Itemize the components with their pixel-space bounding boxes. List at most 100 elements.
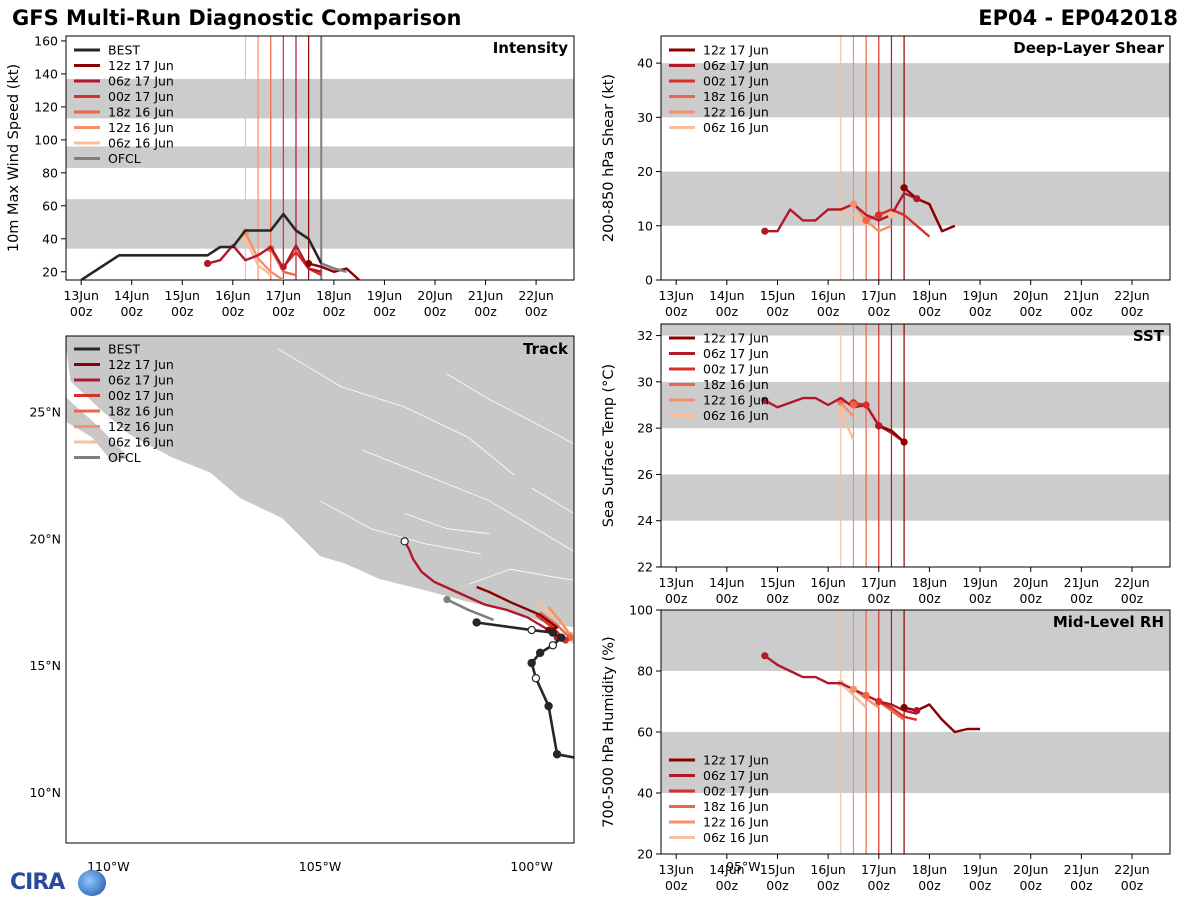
x-tick-label: 00z bbox=[1070, 304, 1093, 319]
legend-label: 12z 17 Jun bbox=[108, 357, 174, 372]
series-point bbox=[862, 691, 870, 700]
x-tick-label: 16Jun bbox=[810, 288, 845, 303]
y-tick-label: 100 bbox=[629, 603, 653, 618]
x-tick-label: 16Jun bbox=[215, 288, 250, 303]
y-tick-label: 20 bbox=[637, 164, 653, 179]
y-tick-label: 0 bbox=[645, 273, 653, 288]
best-track-point bbox=[548, 641, 558, 650]
series-line bbox=[852, 203, 892, 233]
y-tick-label: 60 bbox=[637, 725, 653, 740]
y-tick-label: 30 bbox=[637, 374, 653, 389]
x-tick-label: 00z bbox=[817, 591, 840, 606]
x-tick-label: 17Jun bbox=[861, 288, 896, 303]
x-tick-label: 21Jun bbox=[1064, 575, 1099, 590]
x-tick-label: 00z bbox=[1121, 304, 1144, 319]
x-tick-label: 18Jun bbox=[316, 288, 351, 303]
x-tick-label: 13Jun bbox=[658, 288, 693, 303]
y-tick-label: 24 bbox=[637, 513, 653, 528]
x-tick-label: 15Jun bbox=[760, 575, 795, 590]
x-tick-label: 00z bbox=[1070, 591, 1093, 606]
lon-tick-label: 95°W bbox=[726, 859, 761, 874]
x-tick-label: 20Jun bbox=[417, 288, 452, 303]
x-tick-label: 00z bbox=[766, 304, 789, 319]
x-tick-label: 00z bbox=[665, 591, 688, 606]
storm-id-label: EP04 - EP042018 bbox=[978, 6, 1178, 30]
legend-label: 00z 17 Jun bbox=[703, 74, 769, 89]
y-axis-label: 200-850 hPa Shear (kt) bbox=[601, 74, 617, 242]
shade-band bbox=[661, 474, 1170, 521]
x-tick-label: 15Jun bbox=[760, 862, 795, 877]
legend-label: 12z 16 Jun bbox=[703, 105, 769, 120]
x-tick-label: 19Jun bbox=[962, 575, 997, 590]
x-tick-label: 20Jun bbox=[1013, 862, 1048, 877]
sst-panel: 22242628303213Jun00z14Jun00z15Jun00z16Ju… bbox=[601, 323, 1171, 606]
series-point bbox=[761, 227, 769, 235]
lat-tick-label: 10°N bbox=[29, 785, 61, 800]
series-point bbox=[837, 408, 845, 416]
x-tick-label: 14Jun bbox=[709, 575, 744, 590]
series-group bbox=[761, 652, 981, 734]
land-mass bbox=[66, 336, 574, 629]
y-tick-label: 40 bbox=[42, 231, 58, 246]
run-track-line bbox=[539, 611, 571, 639]
x-tick-label: 22Jun bbox=[1114, 862, 1149, 877]
x-tick-label: 13Jun bbox=[658, 575, 693, 590]
x-tick-label: 13Jun bbox=[658, 862, 693, 877]
x-tick-label: 17Jun bbox=[861, 575, 896, 590]
shade-band bbox=[661, 381, 1170, 429]
best-track-point bbox=[552, 750, 562, 759]
legend-label: OFCL bbox=[108, 450, 141, 465]
x-tick-label: 00z bbox=[1019, 591, 1042, 606]
x-tick-label: 00z bbox=[1070, 878, 1093, 893]
map-group bbox=[66, 336, 574, 759]
series-point bbox=[875, 211, 883, 219]
x-tick-label: 13Jun bbox=[63, 288, 98, 303]
page-title: GFS Multi-Run Diagnostic Comparison bbox=[12, 6, 462, 30]
cira-logo: CIRA bbox=[6, 868, 106, 898]
x-tick-label: 19Jun bbox=[962, 862, 997, 877]
legend-label: OFCL bbox=[108, 151, 141, 166]
legend-label: 06z 16 Jun bbox=[108, 435, 174, 450]
x-tick-label: 00z bbox=[766, 591, 789, 606]
x-tick-label: 18Jun bbox=[912, 575, 947, 590]
y-tick-label: 40 bbox=[637, 56, 653, 71]
series-point bbox=[849, 685, 858, 693]
axes-frame bbox=[660, 35, 1171, 281]
x-tick-label: 00z bbox=[323, 304, 346, 319]
lon-tick-label: 100°W bbox=[510, 859, 552, 874]
track-panel: 110°W 105°W 100°W 95°W10°N15°N20°N25°NTrack… bbox=[29, 335, 761, 874]
x-tick-label: 00z bbox=[969, 878, 992, 893]
legend-label: 12z 17 Jun bbox=[703, 753, 769, 768]
state-border bbox=[362, 449, 574, 552]
series-point bbox=[761, 396, 769, 404]
legend-label: 06z 16 Jun bbox=[703, 120, 769, 135]
state-border bbox=[446, 373, 574, 445]
series-line bbox=[839, 682, 867, 709]
x-tick-label: 00z bbox=[525, 304, 548, 319]
best-track-point bbox=[527, 625, 536, 635]
lat-tick-label: 15°N bbox=[29, 658, 61, 673]
lat-tick-label: 25°N bbox=[29, 405, 61, 420]
shear-panel: 01020304013Jun00z14Jun00z15Jun00z16Jun00… bbox=[601, 35, 1171, 319]
lon-tick-label: 105°W bbox=[299, 859, 341, 874]
x-tick-label: 00z bbox=[70, 304, 93, 319]
ofcl-track-line bbox=[446, 598, 495, 622]
x-tick-label: 17Jun bbox=[861, 862, 896, 877]
best-track-point bbox=[527, 658, 536, 668]
x-tick-label: 00z bbox=[868, 304, 891, 319]
series-line bbox=[878, 424, 905, 443]
shade-band bbox=[66, 199, 574, 249]
x-tick-label: 21Jun bbox=[1064, 862, 1099, 877]
best-track-point bbox=[548, 628, 558, 637]
x-tick-label: 19Jun bbox=[367, 288, 402, 303]
state-border bbox=[531, 487, 574, 514]
legend-label: 06z 17 Jun bbox=[703, 346, 769, 361]
legend-label: 18z 16 Jun bbox=[703, 377, 769, 392]
legend-label: BEST bbox=[108, 342, 140, 357]
y-tick-label: 160 bbox=[34, 33, 58, 48]
x-tick-label: 21Jun bbox=[468, 288, 503, 303]
